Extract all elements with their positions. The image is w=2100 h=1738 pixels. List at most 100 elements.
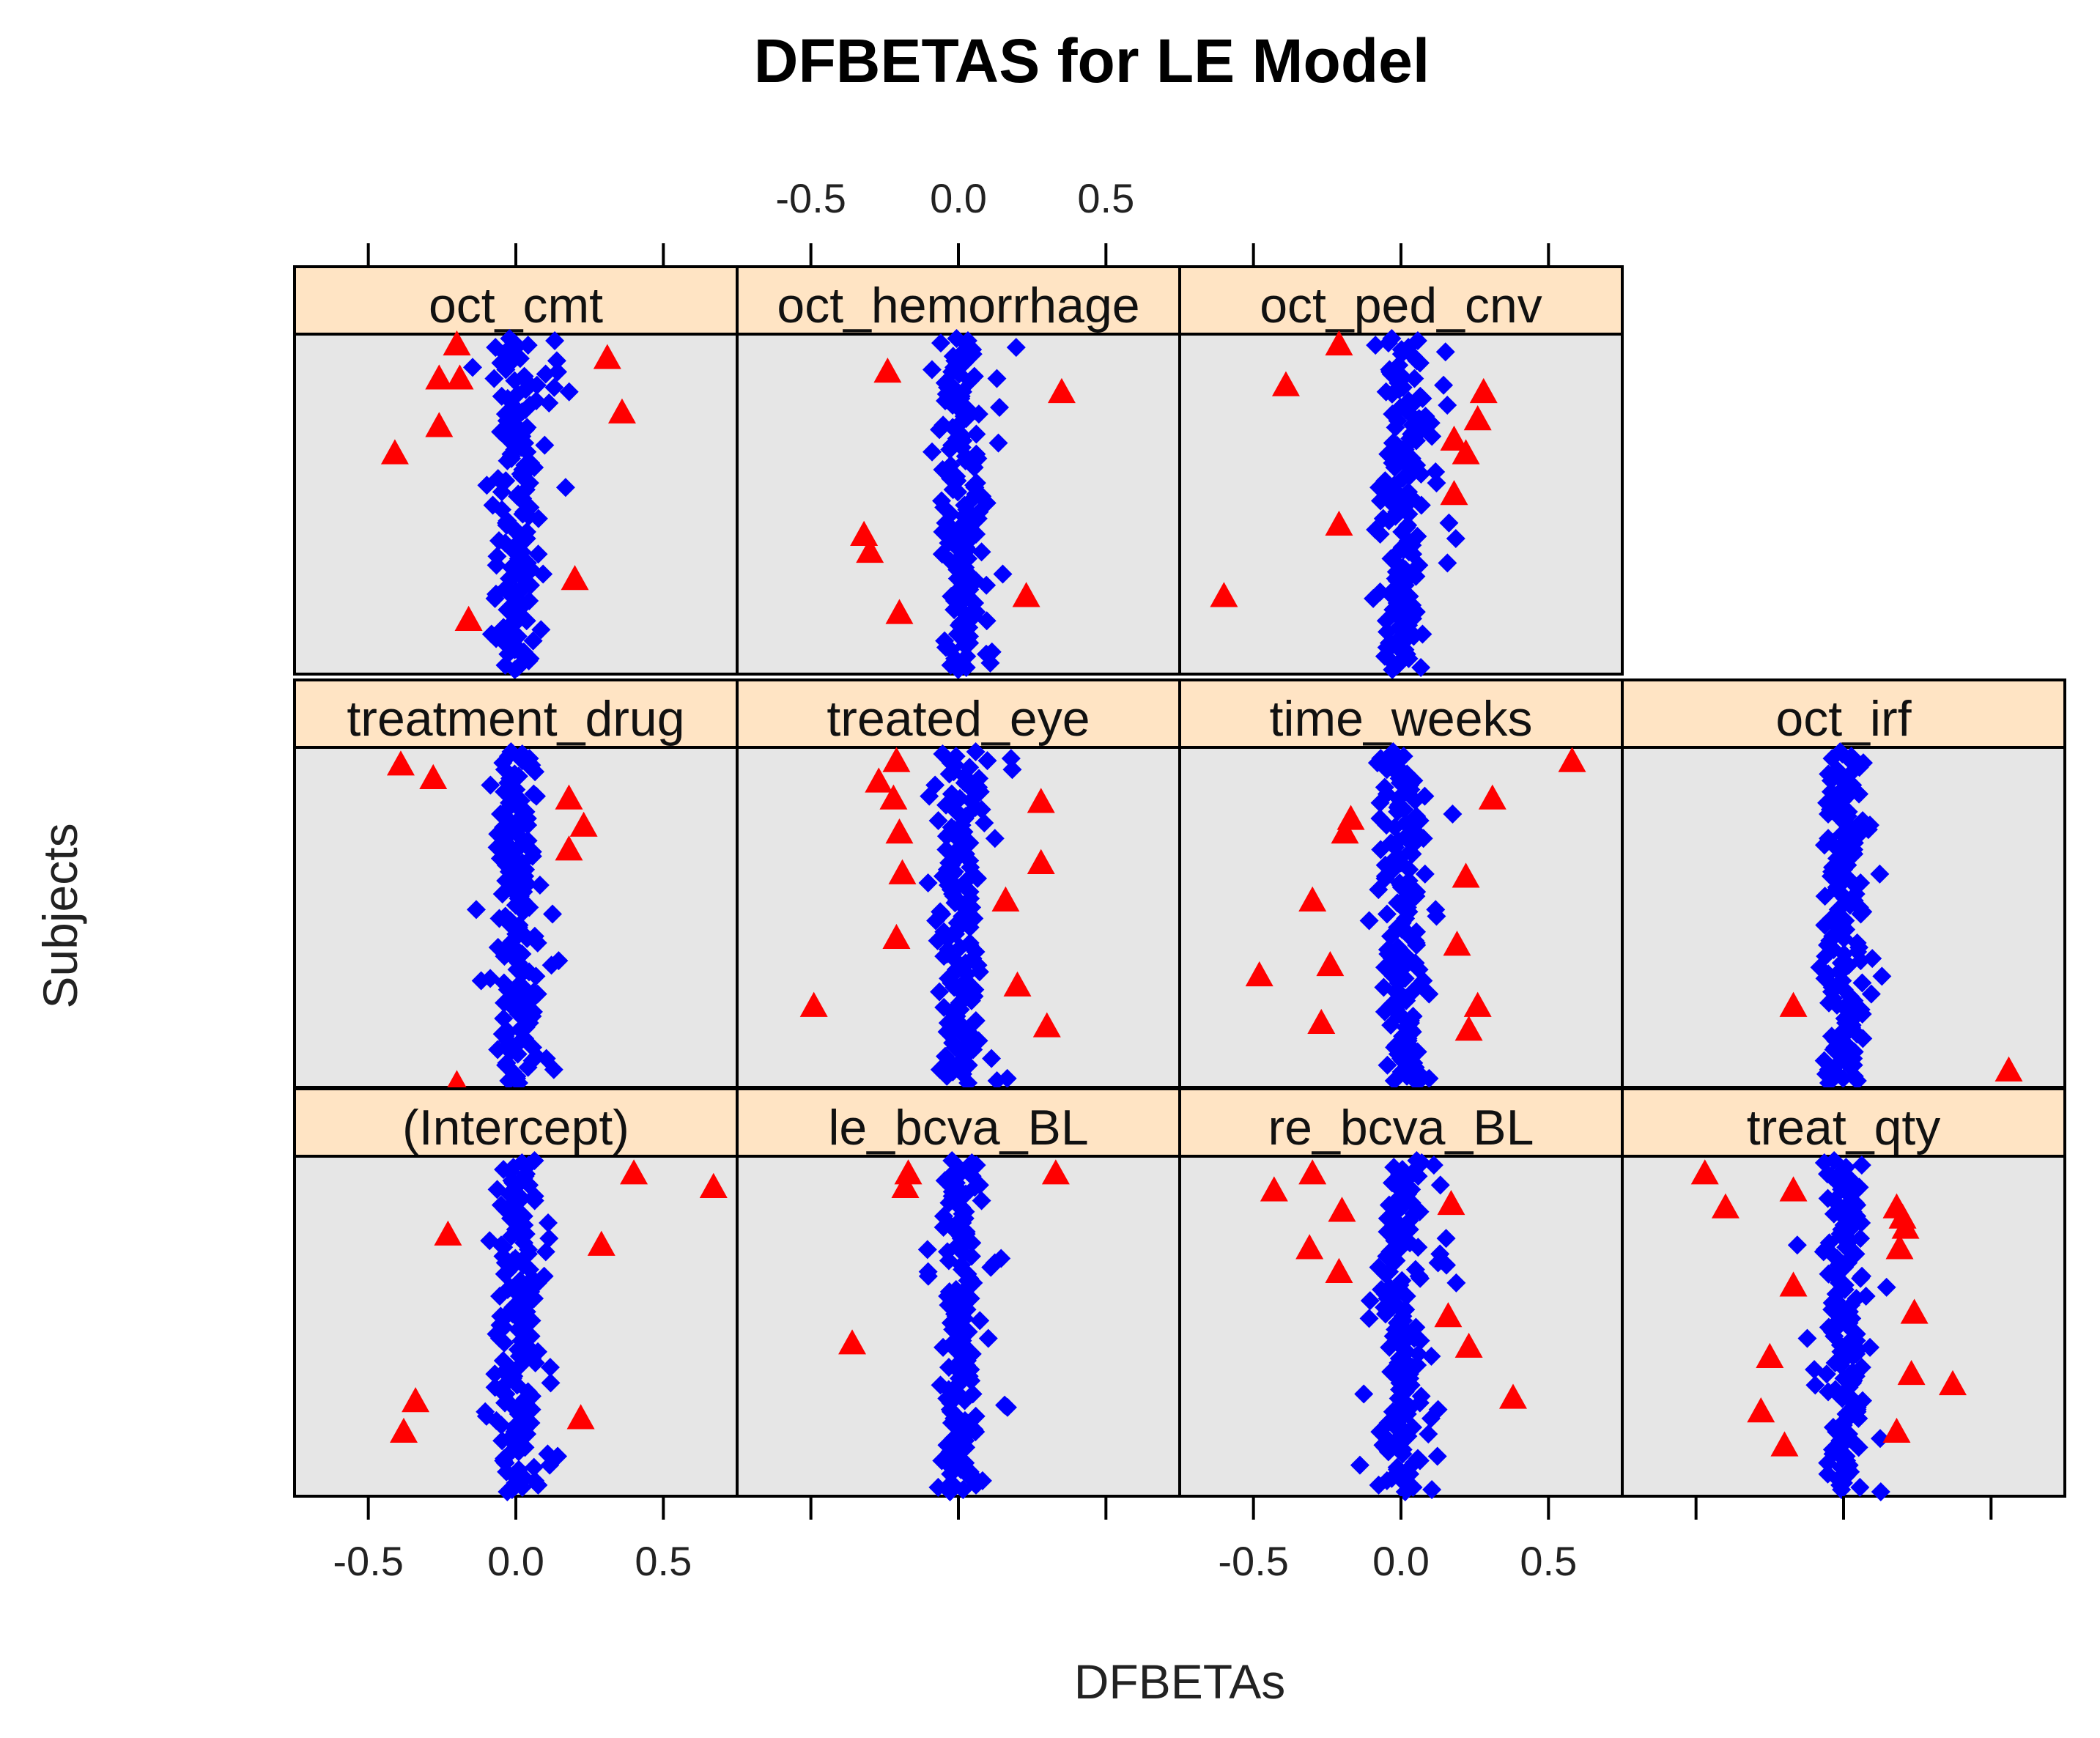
within-cutoff-point (940, 440, 960, 459)
within-cutoff-point (544, 377, 564, 397)
within-cutoff-point (539, 1213, 558, 1232)
outlier-point (1499, 1383, 1528, 1409)
within-cutoff-point (987, 1070, 1007, 1090)
within-cutoff-point (539, 393, 559, 413)
within-cutoff-point (972, 1191, 991, 1210)
within-cutoff-point (1877, 1277, 1896, 1297)
outlier-point (1260, 1176, 1288, 1202)
outlier-point (607, 398, 636, 424)
within-cutoff-point (1360, 1291, 1380, 1311)
within-cutoff-point (972, 799, 991, 819)
within-cutoff-point (1375, 1002, 1394, 1021)
within-cutoff-point (1419, 1424, 1438, 1444)
within-cutoff-point (972, 542, 991, 562)
within-cutoff-point (518, 1057, 538, 1077)
within-cutoff-point (931, 333, 950, 353)
within-cutoff-point (1370, 793, 1390, 813)
within-cutoff-point (530, 876, 550, 895)
within-cutoff-point (555, 478, 575, 498)
within-cutoff-point (1871, 1482, 1890, 1501)
outlier-point (891, 1172, 920, 1198)
within-cutoff-point (923, 442, 942, 462)
within-cutoff-point (1400, 859, 1419, 879)
outlier-point (1298, 1159, 1327, 1185)
within-cutoff-point (485, 1364, 505, 1384)
within-cutoff-point (980, 653, 1000, 673)
strip-background (1621, 678, 2066, 749)
within-cutoff-point (1002, 760, 1022, 780)
outlier-point (1711, 1193, 1739, 1219)
outlier-point (380, 439, 409, 465)
outlier-point (1779, 1176, 1808, 1202)
within-cutoff-point (1411, 1268, 1430, 1288)
x-tick-label-top: 0.5 (1077, 175, 1134, 221)
within-cutoff-point (1411, 353, 1430, 373)
within-cutoff-point (505, 660, 525, 679)
within-cutoff-point (1832, 1479, 1852, 1499)
outlier-point (587, 1230, 615, 1256)
within-cutoff-point (1815, 887, 1835, 906)
within-cutoff-point (993, 564, 1013, 584)
within-cutoff-point (1434, 375, 1454, 395)
outlier-point (1331, 818, 1359, 844)
within-cutoff-point (1871, 1429, 1890, 1449)
within-cutoff-point (528, 933, 547, 953)
within-cutoff-point (953, 1479, 973, 1499)
within-cutoff-point (1870, 864, 1890, 884)
outlier-point (838, 1329, 867, 1355)
within-cutoff-points (476, 1151, 568, 1501)
within-cutoff-point (940, 1482, 960, 1501)
within-cutoff-points (922, 329, 1026, 679)
within-cutoff-point (937, 1066, 957, 1086)
outlier-point (425, 364, 454, 390)
outlier-point (991, 886, 1020, 911)
within-cutoff-point (1422, 1479, 1442, 1499)
within-cutoff-point (1371, 840, 1391, 859)
within-cutoff-points (1350, 1151, 1466, 1501)
within-cutoff-point (547, 362, 567, 382)
panel-time_weeks: time_weeks (1178, 678, 1624, 1092)
within-cutoff-point (930, 420, 950, 440)
strip-label: (Intercept) (402, 1100, 629, 1155)
strip-label: oct_hemorrhage (777, 278, 1139, 333)
within-cutoff-point (1851, 904, 1871, 924)
strip-background (1621, 1087, 2066, 1158)
within-cutoff-point (918, 873, 938, 892)
outlier-point (1882, 1417, 1911, 1443)
within-cutoff-point (1872, 966, 1892, 986)
within-cutoff-point (926, 911, 946, 931)
outlier-point (1047, 377, 1076, 404)
within-cutoff-point (1415, 864, 1435, 884)
within-cutoff-point (547, 351, 566, 371)
within-cutoff-point (1853, 1029, 1873, 1049)
outlier-point (1779, 991, 1808, 1017)
outlier-point (1298, 886, 1327, 911)
outlier-point (885, 599, 914, 624)
within-cutoff-point (559, 382, 579, 402)
within-cutoff-point (1424, 1155, 1443, 1175)
within-cutoff-point (1379, 511, 1399, 530)
strip-background (293, 265, 739, 336)
within-cutoff-point (528, 544, 548, 564)
outlier-point (1452, 862, 1480, 888)
outlier-point (699, 1172, 728, 1198)
within-cutoff-point (1436, 1229, 1456, 1249)
within-cutoff-point (533, 564, 553, 584)
strip-background (1178, 678, 1624, 749)
panel-treat_qty: treat_qty (1621, 1087, 2066, 1501)
within-cutoff-point (1446, 529, 1465, 549)
within-cutoff-point (997, 1397, 1017, 1417)
within-cutoff-point (987, 369, 1007, 388)
within-cutoff-point (1850, 1477, 1870, 1497)
within-cutoff-point (982, 1049, 1002, 1068)
within-cutoff-point (1006, 338, 1026, 358)
outlier-point (888, 859, 917, 884)
within-cutoff-point (990, 398, 1010, 418)
outlier-point (566, 1404, 595, 1430)
outlier-point (1463, 405, 1492, 431)
panel-oct_ped_cnv: oct_ped_cnv (1178, 265, 1624, 679)
within-cutoff-point (1405, 369, 1424, 388)
within-cutoff-point (964, 457, 984, 477)
within-cutoff-point (1411, 1331, 1430, 1350)
x-tick-label-bottom: 0.0 (1372, 1538, 1430, 1584)
